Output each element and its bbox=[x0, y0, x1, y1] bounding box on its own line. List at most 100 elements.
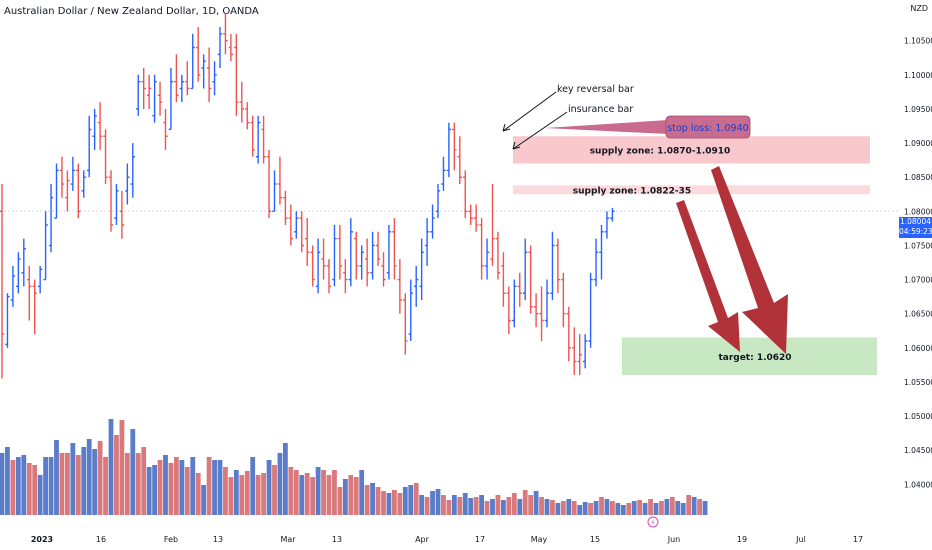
lightning-glyph: ⚡ bbox=[651, 519, 656, 527]
volume-bar bbox=[168, 463, 174, 515]
volume-bar bbox=[43, 457, 48, 515]
volume-bar bbox=[582, 502, 588, 515]
volume-bar bbox=[228, 477, 234, 515]
x-tick-label: 13 bbox=[332, 535, 342, 544]
x-tick-label: Mar bbox=[280, 535, 296, 544]
volume-bar bbox=[261, 473, 266, 515]
volume-bar bbox=[10, 460, 16, 515]
volume-bar bbox=[114, 435, 119, 515]
volume-bar bbox=[648, 499, 653, 515]
volume-bar bbox=[637, 500, 643, 515]
ohlc-bar bbox=[593, 238, 599, 287]
volume-bar bbox=[326, 475, 332, 515]
ohlc-bar bbox=[348, 218, 353, 287]
volume-bar bbox=[179, 460, 185, 515]
volume-bar bbox=[65, 453, 70, 515]
ohlc-bar bbox=[294, 211, 299, 239]
supply-zone-upper-label: supply zone: 1.0870-1.0910 bbox=[590, 146, 731, 156]
ohlc-bar bbox=[403, 293, 408, 355]
stop-loss-pointer bbox=[545, 120, 668, 134]
ohlc-bar bbox=[424, 218, 430, 266]
ohlc-bar bbox=[364, 238, 370, 287]
ohlc-bar bbox=[179, 74, 185, 103]
ohlc-bar bbox=[386, 224, 392, 280]
ohlc-bar bbox=[332, 224, 337, 287]
volume-bar bbox=[337, 487, 343, 515]
volume-bar bbox=[201, 485, 207, 515]
volume-bar bbox=[108, 419, 114, 515]
volume-bar bbox=[402, 487, 408, 515]
volume-bar bbox=[332, 470, 337, 515]
volume-bar bbox=[223, 467, 228, 515]
ohlc-bar bbox=[65, 170, 70, 212]
volume-bar bbox=[146, 467, 152, 515]
volume-bar bbox=[304, 473, 310, 515]
volume-bar bbox=[457, 497, 463, 515]
y-tick-label: 1.09000 bbox=[904, 139, 932, 148]
ohlc-bar bbox=[305, 218, 310, 266]
ohlc-bar bbox=[468, 204, 473, 225]
volume-bar bbox=[386, 493, 392, 515]
volume-bar bbox=[560, 501, 566, 515]
volume-bar bbox=[135, 453, 141, 515]
volume-bar bbox=[48, 457, 54, 515]
last-price-badge: 1.08004 04:59:23 bbox=[899, 217, 932, 238]
volume-bar bbox=[59, 453, 65, 515]
ohlc-bar bbox=[283, 190, 288, 225]
chart-title: Australian Dollar / New Zealand Dollar, … bbox=[4, 6, 259, 17]
volume-bar bbox=[599, 497, 604, 515]
zones-layer: supply zone: 1.0870-1.0910 supply zone: 1… bbox=[513, 136, 877, 376]
ohlc-bar bbox=[130, 143, 135, 198]
ohlc-bar bbox=[261, 115, 266, 164]
volume-bar bbox=[680, 503, 686, 515]
ohlc-bar bbox=[321, 238, 326, 280]
insurance-arrow bbox=[512, 111, 568, 150]
ohlc-bar bbox=[441, 156, 446, 191]
volume-bar bbox=[174, 457, 179, 515]
target-arrow-right bbox=[711, 166, 788, 354]
target-zone bbox=[622, 337, 877, 376]
y-tick-label: 1.06500 bbox=[904, 310, 932, 319]
ohlc-bar bbox=[457, 136, 462, 185]
supply-zone-upper bbox=[513, 136, 870, 164]
volume-bar bbox=[626, 503, 632, 515]
volume-bar bbox=[653, 503, 659, 515]
volume-bar bbox=[675, 501, 681, 515]
ohlc-bar bbox=[223, 13, 228, 55]
ohlc-bar bbox=[16, 252, 21, 294]
ohlc-bar bbox=[381, 252, 386, 287]
ohlc-bar bbox=[566, 306, 571, 362]
volume-bar bbox=[664, 499, 670, 515]
ohlc-bar bbox=[125, 163, 130, 205]
ohlc-bar bbox=[288, 204, 294, 246]
volume-bar bbox=[255, 475, 261, 515]
annotations-layer: key reversal bar insurance bar stop loss: … bbox=[502, 84, 788, 354]
axis-currency-label: NZD bbox=[910, 4, 928, 13]
ohlc-bar bbox=[48, 184, 54, 253]
volume-bar bbox=[544, 499, 550, 515]
ohlc-bar bbox=[272, 170, 277, 213]
ohlc-bar bbox=[555, 238, 561, 294]
supply-zone-lower bbox=[513, 185, 870, 195]
ohlc-bar bbox=[370, 231, 375, 280]
volume-bar bbox=[702, 501, 708, 515]
x-tick-label: 2023 bbox=[31, 535, 53, 544]
y-axis: 1.10500 1.10000 1.09500 1.09000 1.08500 1.080… bbox=[904, 37, 932, 490]
volume-bar bbox=[124, 453, 130, 515]
y-tick-label: 1.07000 bbox=[904, 276, 932, 285]
volume-bar bbox=[163, 455, 168, 515]
ohlc-bar bbox=[37, 265, 43, 294]
volume-bar bbox=[686, 495, 692, 515]
ohlc-bar bbox=[479, 218, 484, 280]
ohlc-bar bbox=[174, 54, 179, 103]
ohlc-bar bbox=[266, 149, 272, 219]
y-tick-label: 1.05000 bbox=[904, 412, 932, 421]
insurance-label: insurance bar bbox=[568, 104, 633, 115]
volume-bar bbox=[473, 497, 479, 515]
volume-bar bbox=[0, 453, 5, 515]
ohlc-bar bbox=[397, 259, 403, 314]
ohlc-bar bbox=[119, 190, 125, 239]
y-tick-label: 1.04500 bbox=[904, 446, 932, 455]
volume-bar bbox=[479, 495, 484, 515]
y-tick-label: 1.06000 bbox=[904, 344, 932, 353]
